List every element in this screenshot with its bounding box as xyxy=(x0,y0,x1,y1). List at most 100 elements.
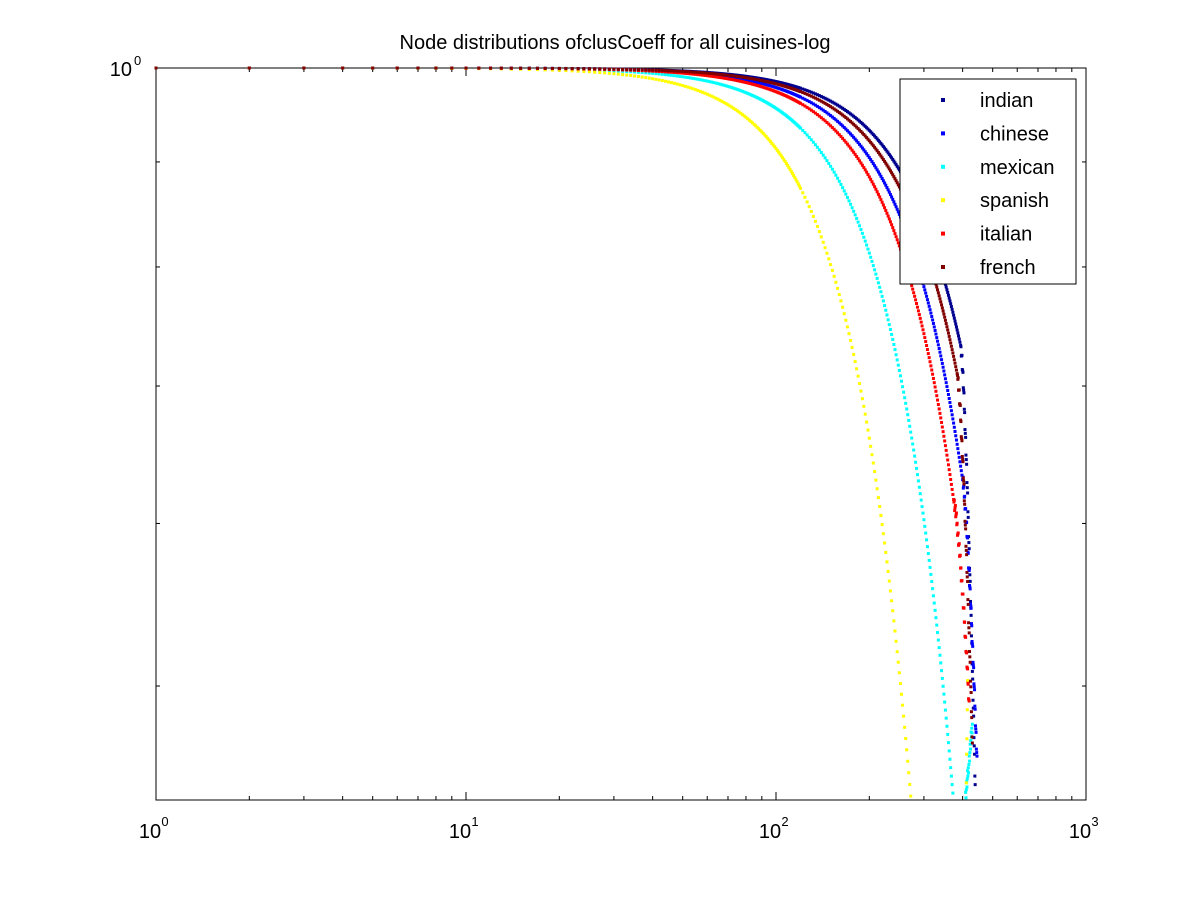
data-point xyxy=(936,631,940,635)
data-point xyxy=(969,710,973,714)
data-point xyxy=(925,298,929,302)
data-point xyxy=(844,318,848,322)
data-point xyxy=(672,69,676,73)
data-point xyxy=(876,192,880,196)
data-point xyxy=(694,88,698,92)
data-point xyxy=(535,66,539,70)
data-point xyxy=(940,361,944,365)
data-point xyxy=(959,420,963,424)
data-point xyxy=(737,110,741,114)
data-point xyxy=(964,796,968,800)
data-point xyxy=(712,75,716,79)
data-point xyxy=(755,80,759,84)
data-point xyxy=(950,348,954,352)
data-point xyxy=(892,200,896,204)
data-point xyxy=(867,251,871,255)
x-tick-label-exponent: 3 xyxy=(1091,814,1098,829)
data-point xyxy=(733,108,737,112)
data-point xyxy=(964,507,968,511)
data-point xyxy=(763,133,767,137)
data-point xyxy=(863,134,867,138)
data-point xyxy=(749,79,753,83)
data-point xyxy=(720,74,724,78)
data-point xyxy=(961,386,965,390)
data-point xyxy=(915,302,919,306)
data-point xyxy=(928,308,932,312)
data-point xyxy=(962,482,966,486)
data-point xyxy=(879,141,883,145)
data-point xyxy=(909,430,913,434)
data-point xyxy=(967,621,971,625)
data-point xyxy=(961,476,965,480)
data-point xyxy=(774,147,778,151)
legend-marker xyxy=(941,198,945,203)
data-point xyxy=(705,92,709,96)
data-point xyxy=(751,121,755,125)
data-point xyxy=(898,681,902,685)
data-point xyxy=(766,136,770,140)
data-point xyxy=(973,704,977,708)
data-point xyxy=(939,661,943,665)
data-point xyxy=(629,67,633,71)
data-point xyxy=(654,77,658,81)
data-point xyxy=(489,66,493,70)
data-point xyxy=(968,602,972,606)
data-point xyxy=(805,89,809,93)
data-point xyxy=(887,579,891,583)
data-point xyxy=(755,78,759,82)
data-point xyxy=(957,334,961,338)
data-point xyxy=(742,75,746,79)
data-point xyxy=(885,186,889,190)
data-point xyxy=(967,754,971,758)
data-point xyxy=(948,338,952,342)
data-point xyxy=(952,425,956,429)
data-point xyxy=(683,71,687,75)
data-point xyxy=(869,255,873,259)
data-point xyxy=(821,108,825,112)
data-point xyxy=(873,185,877,189)
data-point xyxy=(856,374,860,378)
data-point xyxy=(940,306,944,310)
data-point xyxy=(913,454,917,458)
data-point xyxy=(832,101,836,105)
data-point xyxy=(897,212,901,216)
data-point xyxy=(886,569,890,573)
data-point xyxy=(951,351,955,355)
data-point xyxy=(881,299,885,303)
data-point xyxy=(968,585,972,589)
data-point xyxy=(827,104,831,108)
data-point xyxy=(949,302,953,306)
data-point xyxy=(844,116,848,120)
data-point xyxy=(972,744,976,748)
data-point xyxy=(966,536,970,540)
data-point xyxy=(879,290,883,294)
data-point xyxy=(968,583,972,587)
data-point xyxy=(943,318,947,322)
data-point xyxy=(865,152,869,156)
data-point xyxy=(839,299,843,303)
data-point xyxy=(741,75,745,79)
data-point xyxy=(871,264,875,268)
data-point xyxy=(450,66,454,70)
data-point xyxy=(880,294,884,298)
data-point xyxy=(792,173,796,177)
data-point xyxy=(946,291,950,295)
data-point xyxy=(829,105,833,109)
data-point xyxy=(718,82,722,86)
data-point xyxy=(955,442,959,446)
data-point xyxy=(519,66,523,70)
data-point xyxy=(749,119,753,123)
data-point xyxy=(966,679,970,683)
data-point xyxy=(936,343,940,347)
data-point xyxy=(968,599,972,603)
data-point xyxy=(936,339,940,343)
data-point xyxy=(621,67,625,71)
data-point xyxy=(915,466,919,470)
data-point xyxy=(910,436,914,440)
data-point xyxy=(871,162,875,166)
data-point xyxy=(728,73,732,77)
data-point xyxy=(950,487,954,491)
data-point xyxy=(834,173,838,177)
data-point xyxy=(813,96,817,100)
data-point xyxy=(895,181,899,185)
